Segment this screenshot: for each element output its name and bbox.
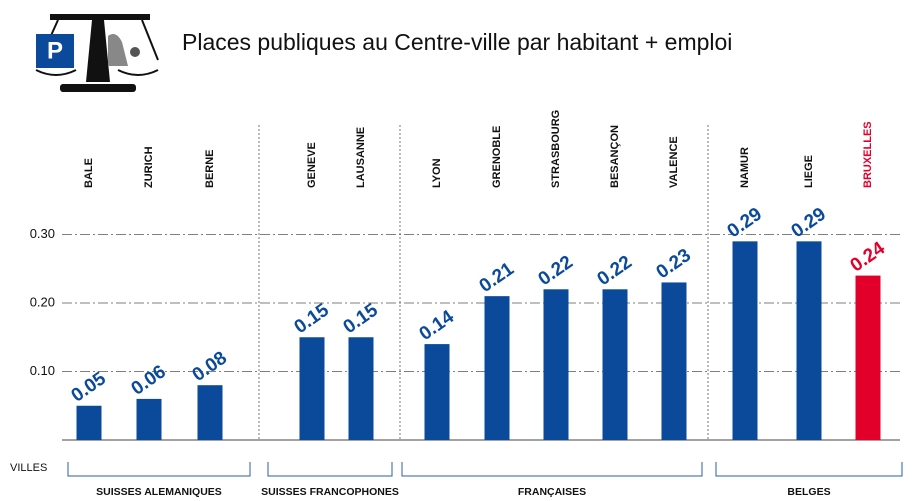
bar xyxy=(603,289,628,440)
logo-text: P xyxy=(47,37,63,64)
value-label: 0.15 xyxy=(291,299,334,338)
bar xyxy=(198,385,223,440)
x-tick-label: STRASBOURG xyxy=(550,110,562,188)
group-bracket xyxy=(268,462,392,476)
chart: P Places publiques au Centre-ville par h… xyxy=(0,0,914,501)
value-label: 0.08 xyxy=(189,348,231,386)
bar xyxy=(425,344,450,440)
value-label: 0.22 xyxy=(535,252,577,290)
value-label: 0.29 xyxy=(788,204,830,242)
value-label: 0.29 xyxy=(724,204,766,242)
value-label: 0.22 xyxy=(594,252,636,290)
value-label: 0.24 xyxy=(847,238,890,277)
value-label: 0.05 xyxy=(68,368,111,407)
x-tick-label: BALE xyxy=(83,158,95,188)
x-tick-label: NAMUR xyxy=(739,147,751,188)
value-label: 0.23 xyxy=(653,245,695,283)
group-bracket xyxy=(402,462,702,476)
bar xyxy=(856,276,881,440)
value-label: 0.21 xyxy=(476,258,519,297)
x-tick-label: LYON xyxy=(431,158,443,188)
value-label: 0.15 xyxy=(340,299,383,338)
group-label: SUISSES FRANCOPHONES xyxy=(261,486,399,498)
x-tick-label: LAUSANNE xyxy=(355,127,367,188)
value-label: 0.14 xyxy=(416,306,459,345)
bar xyxy=(733,241,758,440)
y-tick-label: 0.10 xyxy=(30,363,55,378)
y-tick-label: 0.30 xyxy=(30,226,55,241)
group-bracket xyxy=(68,462,250,476)
x-tick-label: ZURICH xyxy=(143,146,155,188)
logo: P xyxy=(36,8,158,92)
x-axis-label: VILLES xyxy=(10,462,47,474)
bar xyxy=(485,296,510,440)
chart-title: Places publiques au Centre-ville par hab… xyxy=(182,29,732,55)
y-tick-label: 0.20 xyxy=(30,294,55,309)
group-label: FRANÇAISES xyxy=(518,486,586,498)
x-tick-label: LIEGE xyxy=(803,155,815,188)
value-label: 0.06 xyxy=(128,361,170,399)
bar xyxy=(662,282,687,440)
bar xyxy=(544,289,569,440)
group-label: BELGES xyxy=(787,486,830,498)
bar xyxy=(77,406,102,440)
x-tick-label: VALENCE xyxy=(668,136,680,188)
x-tick-label: GENEVE xyxy=(306,142,318,188)
bar xyxy=(137,399,162,440)
x-tick-label: BESANÇON xyxy=(609,125,621,188)
x-tick-label: BERNE xyxy=(204,149,216,188)
x-tick-label: BRUXELLES xyxy=(862,121,874,188)
x-tick-label: GRENOBLE xyxy=(491,126,503,188)
bar xyxy=(300,337,325,440)
group-label: SUISSES ALEMANIQUES xyxy=(96,486,222,498)
bar xyxy=(797,241,822,440)
group-bracket xyxy=(716,462,902,476)
bar xyxy=(349,337,374,440)
